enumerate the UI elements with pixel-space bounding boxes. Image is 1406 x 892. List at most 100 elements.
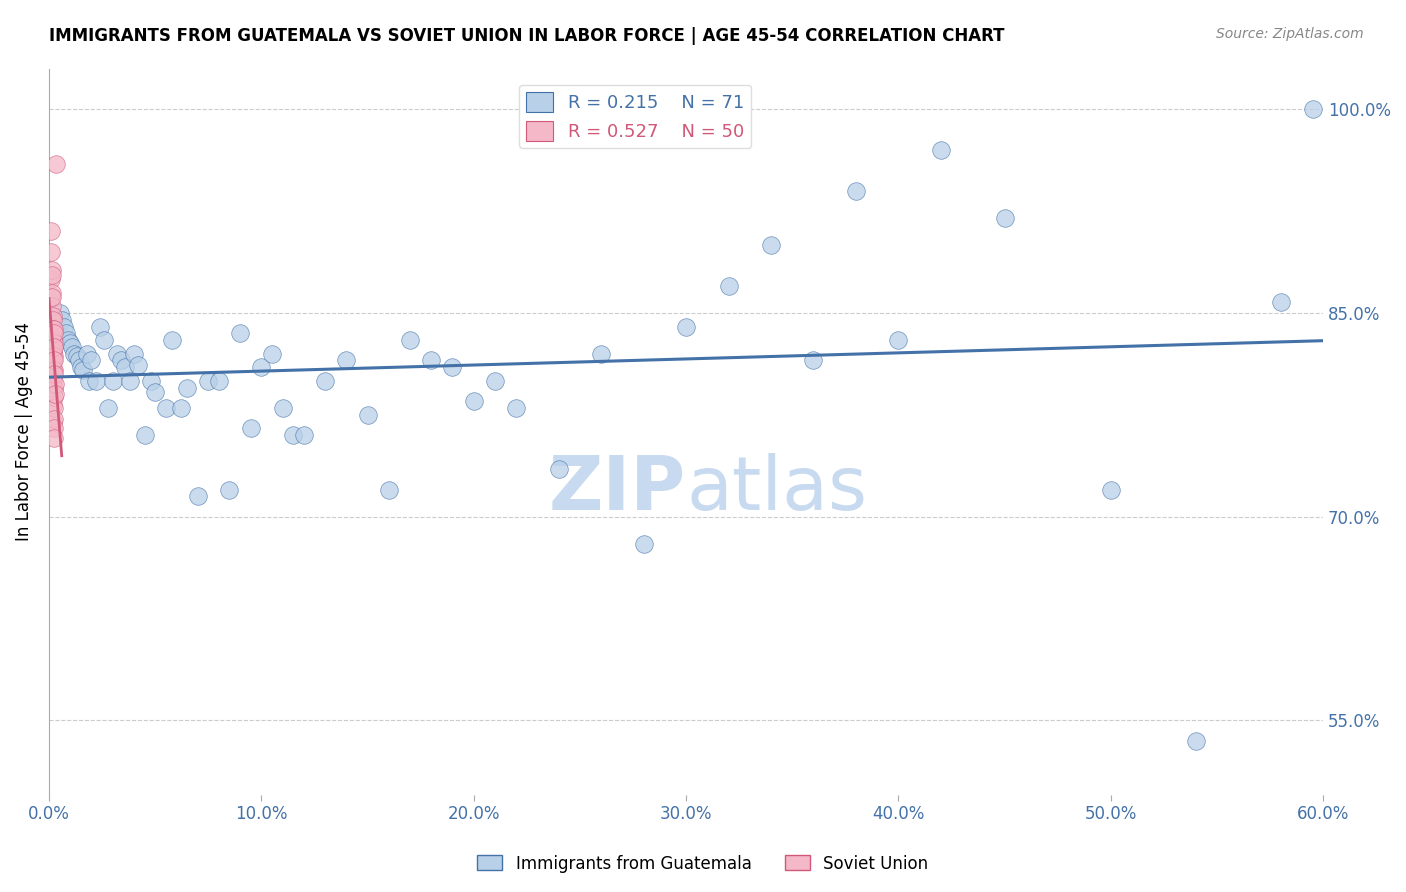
Point [44,376,66,391]
Point [42,363,65,377]
Legend: Immigrants from Guatemala, Soviet Union: Immigrants from Guatemala, Soviet Union [471,848,935,880]
Point [48,306,70,320]
Point [42,322,65,336]
Point [41,290,63,304]
Text: IMMIGRANTS FROM GUATEMALA VS SOVIET UNION IN LABOR FORCE | AGE 45-54 CORRELATION: IMMIGRANTS FROM GUATEMALA VS SOVIET UNIO… [49,27,1005,45]
Point [122,347,145,361]
Point [42,322,65,336]
Point [41,374,63,388]
Point [42,421,65,435]
Point [41,358,63,372]
Point [187,489,209,503]
Point [51,312,73,326]
Point [887,333,910,347]
Point [41,299,63,313]
Point [60,340,83,354]
Point [56,333,79,347]
Point [420,353,443,368]
Point [176,381,198,395]
Point [134,428,156,442]
Point [39,272,62,286]
Point [84,374,107,388]
Point [89,319,111,334]
Point [994,211,1017,225]
Point [44,340,66,354]
Point [759,238,782,252]
Point [208,374,231,388]
Legend: R = 0.215    N = 71, R = 0.527    N = 50: R = 0.215 N = 71, R = 0.527 N = 50 [519,85,751,148]
Point [42,374,65,388]
Point [101,374,124,388]
Point [160,333,183,347]
Point [271,401,294,415]
Point [45,156,67,170]
Point [292,428,315,442]
Point [39,353,62,368]
Point [76,347,98,361]
Point [143,384,166,399]
Point [633,537,655,551]
Point [69,360,91,375]
Point [803,353,825,368]
Point [1302,102,1324,116]
Point [52,319,75,334]
Point [59,335,82,350]
Point [42,333,65,347]
Point [97,401,120,415]
Point [42,347,65,361]
Point [39,319,62,334]
Point [55,326,77,341]
Point [127,358,149,372]
Point [283,428,305,442]
Point [39,290,62,304]
Point [39,309,62,323]
Point [39,225,62,239]
Point [65,350,87,364]
Point [41,285,63,300]
Point [79,374,101,388]
Text: atlas: atlas [686,453,868,526]
Point [67,353,90,368]
Point [42,415,65,429]
Point [675,319,697,334]
Point [399,333,422,347]
Point [484,374,506,388]
Point [42,381,65,395]
Point [41,309,63,323]
Point [42,312,65,326]
Point [41,322,63,336]
Point [441,360,464,375]
Point [42,381,65,395]
Point [42,363,65,377]
Point [155,401,177,415]
Point [197,374,219,388]
Point [114,360,136,375]
Point [335,353,357,368]
Point [44,367,66,381]
Point [46,326,69,341]
Point [929,143,952,157]
Point [377,483,399,497]
Point [505,401,527,415]
Y-axis label: In Labor Force | Age 45-54: In Labor Force | Age 45-54 [15,322,32,541]
Point [717,278,740,293]
Point [42,363,65,377]
Point [218,483,240,497]
Point [41,268,63,282]
Point [1099,483,1122,497]
Point [42,398,65,412]
Point [139,374,162,388]
Point [229,326,252,341]
Point [591,347,613,361]
Point [42,343,65,358]
Point [63,347,86,361]
Point [845,184,868,198]
Point [42,335,65,350]
Point [42,350,65,364]
Point [41,262,63,277]
Point [42,412,65,426]
Point [42,390,65,404]
Point [42,353,65,368]
Text: Source: ZipAtlas.com: Source: ZipAtlas.com [1216,27,1364,41]
Point [44,353,66,368]
